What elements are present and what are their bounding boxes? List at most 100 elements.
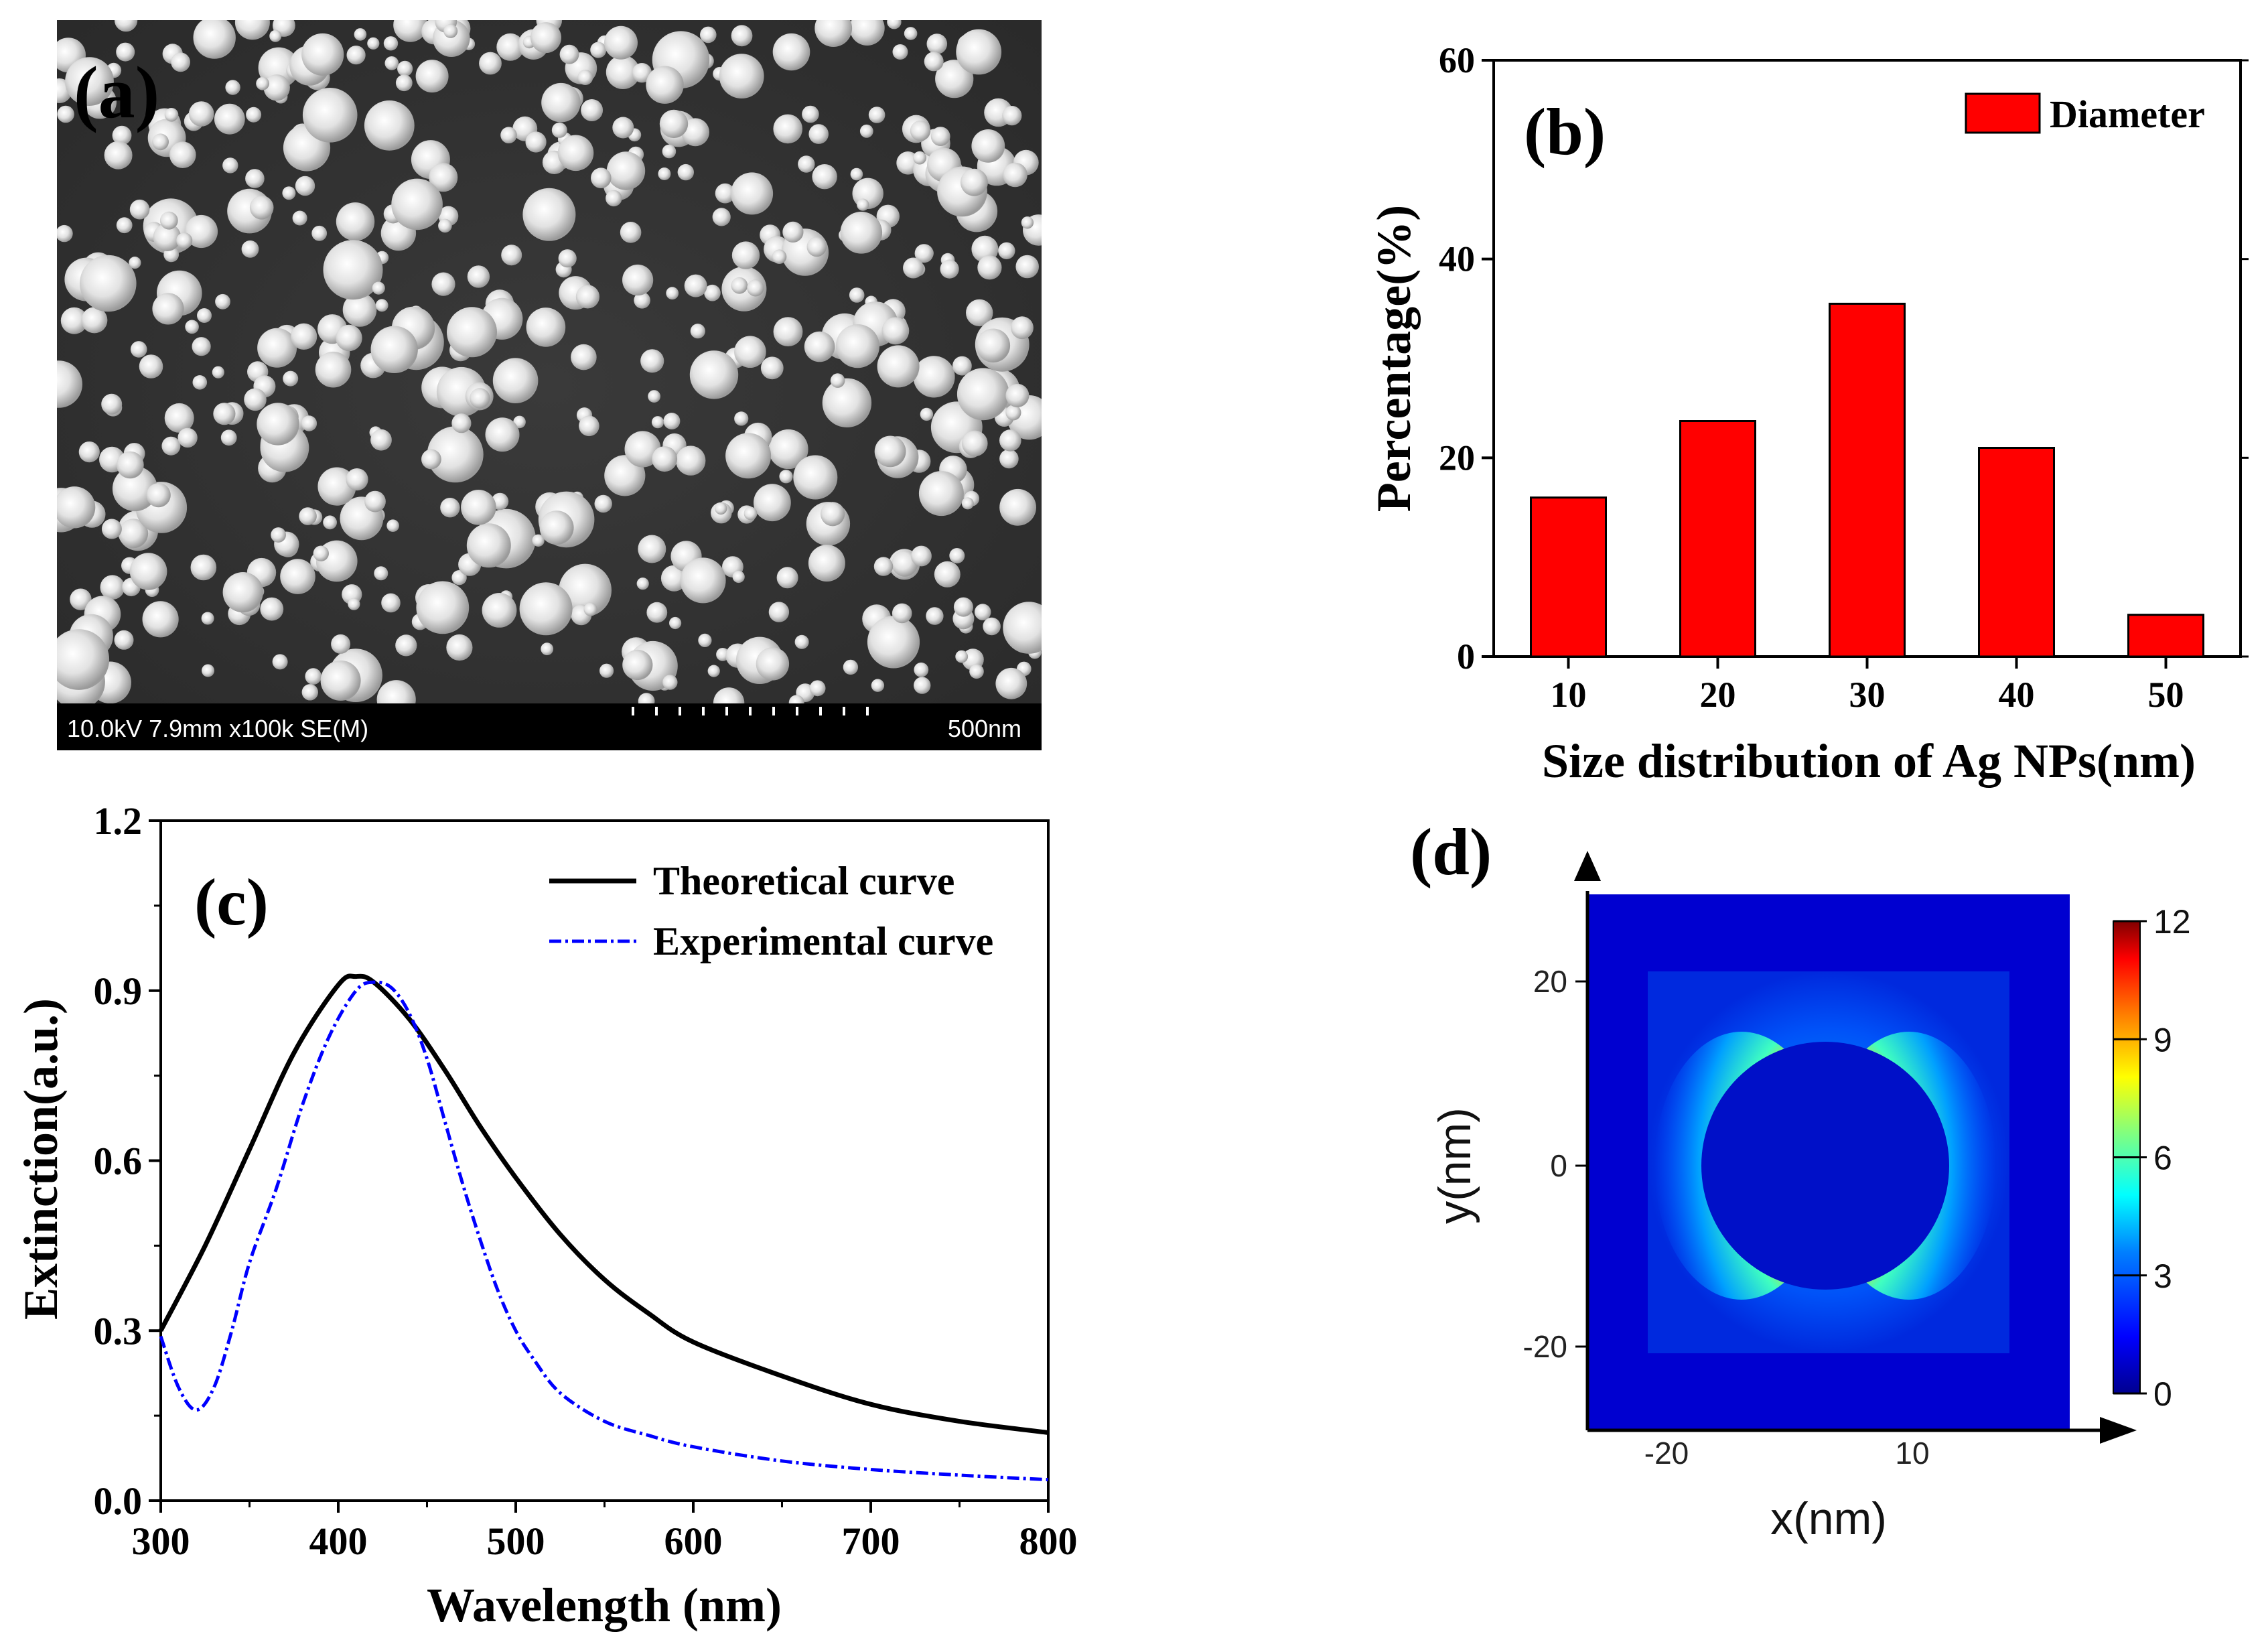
nanoparticle — [806, 236, 827, 257]
nanoparticle — [995, 667, 1027, 699]
nanoparticle — [999, 449, 1019, 469]
nanoparticle — [969, 664, 984, 679]
nanoparticle — [599, 663, 614, 678]
nanoparticle — [698, 633, 712, 648]
nanoparticle — [949, 548, 965, 563]
nanoparticle — [675, 446, 706, 476]
nanoparticle — [178, 427, 198, 448]
panel-c-label: (c) — [194, 865, 269, 939]
nanoparticle — [680, 557, 726, 604]
nanoparticle — [101, 393, 123, 415]
nanoparticle — [977, 255, 1002, 280]
nanoparticle — [1003, 602, 1042, 654]
y-tick-label: 40 — [1439, 239, 1475, 279]
nanoparticle — [260, 597, 284, 621]
nanoparticle — [447, 307, 497, 358]
x-tick-label: 700 — [842, 1519, 900, 1563]
nanoparticle — [659, 109, 689, 139]
nanoparticle — [920, 407, 934, 421]
nanoparticle — [323, 240, 383, 300]
map-x-tick: -20 — [1644, 1436, 1689, 1470]
nanoparticle — [519, 582, 573, 636]
nanoparticle — [743, 506, 758, 521]
nanoparticle — [283, 370, 299, 387]
nanoparticle — [804, 331, 835, 362]
nanoparticle — [393, 20, 427, 42]
y-tick-label: 0.3 — [94, 1309, 143, 1353]
nanoparticle — [305, 668, 322, 685]
nanoparticle — [903, 257, 924, 279]
nanoparticle — [257, 328, 297, 368]
d-x-axis-title: x(nm) — [1770, 1493, 1887, 1544]
y-tick-label: 0.9 — [94, 969, 143, 1013]
map-y-tick: 20 — [1533, 964, 1567, 999]
nanoparticle — [57, 105, 74, 123]
nanoparticle — [999, 488, 1036, 526]
nanoparticle — [57, 224, 73, 243]
nanoparticle — [924, 52, 944, 72]
nanoparticle — [176, 232, 193, 249]
nanoparticle — [57, 629, 110, 690]
x-tick-label: 500 — [487, 1519, 545, 1563]
nanoparticle — [301, 415, 317, 431]
nanoparticle — [81, 307, 108, 334]
nanoparticle — [395, 74, 413, 92]
panel-c: 0.0 0.3 0.6 0.9 1.2 300 400 500 600 700 800 (c) T… — [14, 799, 1078, 1632]
nanoparticle — [867, 616, 920, 669]
sem-scale-label: 500nm — [948, 715, 1021, 742]
nanoparticle — [295, 176, 315, 196]
bar — [1679, 420, 1756, 658]
nanoparticle — [700, 26, 717, 44]
nanoparticle — [152, 293, 184, 325]
nanoparticle — [451, 570, 467, 586]
sem-particles — [57, 20, 1042, 720]
nanoparticle — [164, 403, 194, 433]
nanoparticle — [1021, 216, 1034, 229]
nanoparticle — [579, 415, 599, 437]
nanoparticle — [500, 127, 517, 143]
y-tick-label: 0 — [1457, 636, 1475, 677]
nanoparticle — [794, 634, 809, 649]
nanoparticle — [479, 52, 502, 75]
nanoparticle — [391, 178, 443, 230]
nanoparticle — [256, 76, 269, 90]
nanoparticle — [669, 616, 682, 630]
nanoparticle — [70, 588, 92, 610]
nanoparticle — [731, 172, 774, 215]
bar — [1978, 447, 2055, 658]
nanoparticle — [470, 388, 490, 409]
nanoparticle — [301, 33, 344, 76]
nanoparticle — [336, 324, 362, 352]
nanoparticle — [466, 523, 511, 568]
nanoparticle — [731, 241, 760, 269]
map-y-tick: 0 — [1550, 1148, 1567, 1183]
nanoparticle — [646, 66, 684, 104]
colorbar-tick-label: 3 — [2153, 1257, 2172, 1295]
panel-d: (d) 20 0 -20 -20 10 x(nm) y(nm) 12 9 6 3 0 — [1410, 815, 2191, 1544]
x-tick-label: 40 — [1999, 675, 2035, 715]
nanoparticle — [652, 446, 678, 472]
nanoparticle — [372, 281, 385, 295]
nanoparticle — [129, 553, 167, 590]
series-line-theoretical — [158, 973, 1049, 1435]
nanoparticle — [443, 23, 458, 38]
nanoparticle — [212, 366, 224, 379]
nanoparticle — [139, 354, 163, 379]
x-tick-label: 50 — [2148, 675, 2184, 715]
bar — [2127, 614, 2204, 658]
nanoparticle — [802, 105, 819, 123]
nanoparticle — [263, 74, 290, 101]
nanoparticle — [451, 413, 472, 433]
nanoparticle — [501, 245, 522, 266]
nanoparticle — [197, 308, 212, 323]
nanoparticle — [835, 324, 879, 368]
nanoparticle — [913, 356, 955, 398]
legend-label-experimental: Experimental curve — [653, 919, 993, 963]
nanoparticle — [871, 679, 885, 692]
nanoparticle — [930, 127, 950, 147]
b-y-axis-title: Percentage(%) — [1367, 205, 1421, 512]
nanoparticle — [849, 287, 865, 303]
nanoparticle — [192, 375, 208, 390]
nanoparticle — [246, 107, 262, 123]
nanoparticle — [681, 118, 709, 147]
